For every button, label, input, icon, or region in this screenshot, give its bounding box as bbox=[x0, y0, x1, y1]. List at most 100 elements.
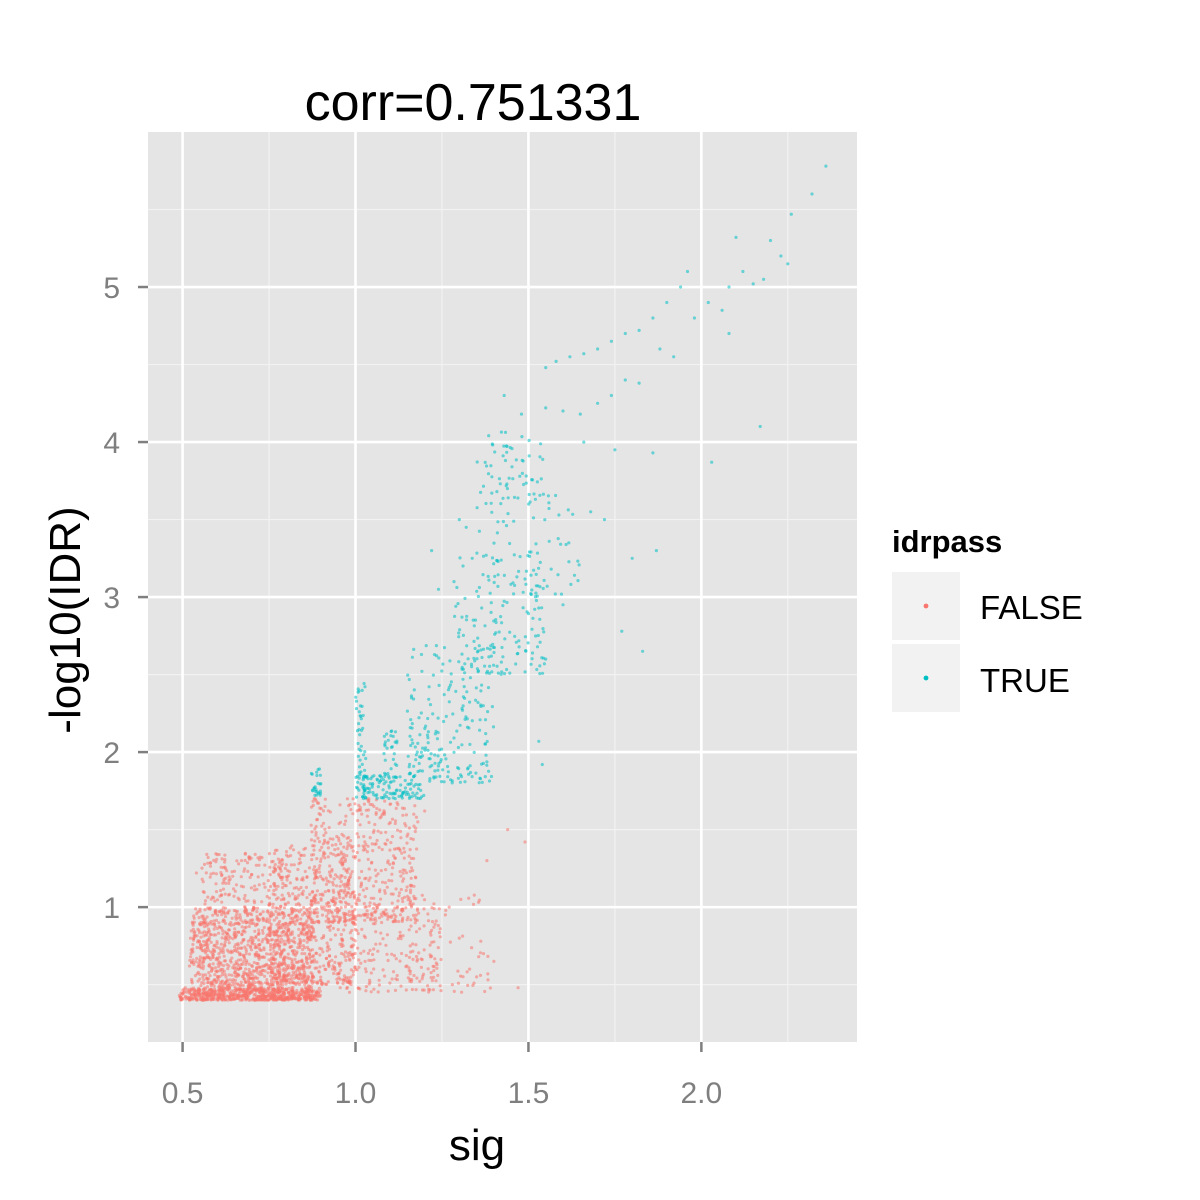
data-point bbox=[301, 913, 305, 917]
data-point bbox=[312, 920, 316, 925]
data-point bbox=[317, 986, 321, 990]
data-point bbox=[305, 919, 309, 923]
data-point bbox=[326, 841, 330, 845]
data-point bbox=[393, 988, 398, 993]
data-point bbox=[279, 994, 283, 998]
data-point bbox=[273, 851, 277, 856]
data-point bbox=[237, 922, 241, 926]
data-point bbox=[301, 948, 305, 952]
data-point bbox=[229, 997, 233, 1001]
data-point bbox=[515, 575, 519, 579]
data-point bbox=[479, 648, 483, 652]
data-point bbox=[276, 965, 281, 969]
data-point bbox=[407, 854, 411, 858]
data-point bbox=[262, 955, 267, 960]
data-point bbox=[356, 932, 360, 936]
data-point bbox=[221, 951, 225, 955]
data-point bbox=[394, 806, 398, 811]
data-point bbox=[194, 993, 198, 997]
data-point bbox=[459, 897, 463, 902]
data-point bbox=[356, 741, 360, 746]
data-point bbox=[198, 964, 202, 969]
data-point bbox=[536, 633, 540, 638]
data-point bbox=[393, 797, 397, 801]
data-point bbox=[315, 960, 319, 964]
data-point bbox=[371, 849, 375, 853]
data-point bbox=[293, 909, 297, 913]
data-point bbox=[239, 875, 243, 879]
data-point bbox=[538, 640, 542, 644]
data-point bbox=[243, 945, 247, 949]
data-point bbox=[582, 440, 586, 444]
data-point bbox=[358, 805, 362, 810]
data-point bbox=[437, 907, 441, 911]
data-point bbox=[353, 908, 357, 912]
data-point bbox=[436, 587, 441, 591]
data-point bbox=[279, 952, 284, 956]
data-point bbox=[386, 958, 390, 963]
data-point bbox=[265, 952, 269, 956]
data-point bbox=[398, 870, 402, 874]
data-point bbox=[279, 869, 283, 873]
data-point bbox=[489, 644, 493, 648]
data-point bbox=[248, 921, 252, 925]
data-point bbox=[434, 775, 438, 779]
data-point bbox=[317, 970, 321, 974]
data-point bbox=[253, 981, 257, 985]
data-point bbox=[351, 844, 355, 849]
data-point bbox=[313, 827, 317, 831]
data-point bbox=[412, 784, 416, 788]
data-point bbox=[255, 914, 259, 919]
data-point bbox=[216, 998, 220, 1002]
data-point bbox=[317, 840, 322, 844]
data-point bbox=[245, 861, 250, 865]
data-point bbox=[444, 908, 448, 913]
data-point bbox=[299, 885, 303, 890]
data-point bbox=[523, 577, 527, 581]
data-point bbox=[479, 939, 483, 943]
data-point bbox=[258, 973, 262, 977]
data-point bbox=[268, 901, 272, 905]
data-point bbox=[342, 852, 346, 856]
data-point bbox=[270, 994, 274, 998]
data-point bbox=[315, 889, 319, 893]
data-point bbox=[484, 464, 489, 468]
data-point bbox=[385, 732, 389, 736]
data-point bbox=[436, 768, 440, 772]
data-point bbox=[255, 906, 260, 910]
data-point bbox=[363, 750, 367, 754]
data-point bbox=[437, 930, 442, 935]
data-point bbox=[455, 585, 459, 590]
data-point bbox=[354, 914, 358, 919]
data-point bbox=[397, 919, 401, 924]
data-point bbox=[323, 890, 327, 894]
data-point bbox=[213, 966, 218, 970]
data-point bbox=[409, 856, 413, 861]
data-point bbox=[227, 909, 231, 913]
data-point bbox=[281, 912, 285, 916]
data-point bbox=[315, 914, 319, 919]
data-point bbox=[408, 726, 412, 730]
data-point bbox=[446, 764, 450, 769]
data-point bbox=[517, 645, 521, 649]
data-point bbox=[409, 876, 413, 880]
data-point bbox=[252, 961, 256, 965]
data-point bbox=[228, 994, 232, 998]
data-point bbox=[444, 757, 448, 761]
data-point bbox=[398, 775, 402, 779]
data-point bbox=[554, 493, 558, 498]
data-point bbox=[407, 782, 412, 786]
data-point bbox=[208, 864, 213, 868]
data-point bbox=[317, 870, 321, 874]
data-point bbox=[535, 667, 539, 672]
data-point bbox=[411, 869, 415, 873]
data-point bbox=[337, 853, 341, 857]
data-point bbox=[430, 978, 434, 983]
data-point bbox=[303, 952, 307, 956]
data-point bbox=[497, 630, 501, 634]
data-point bbox=[346, 954, 350, 958]
data-point bbox=[329, 875, 333, 879]
data-point bbox=[406, 754, 410, 758]
data-point bbox=[459, 775, 464, 779]
data-point bbox=[481, 554, 486, 558]
